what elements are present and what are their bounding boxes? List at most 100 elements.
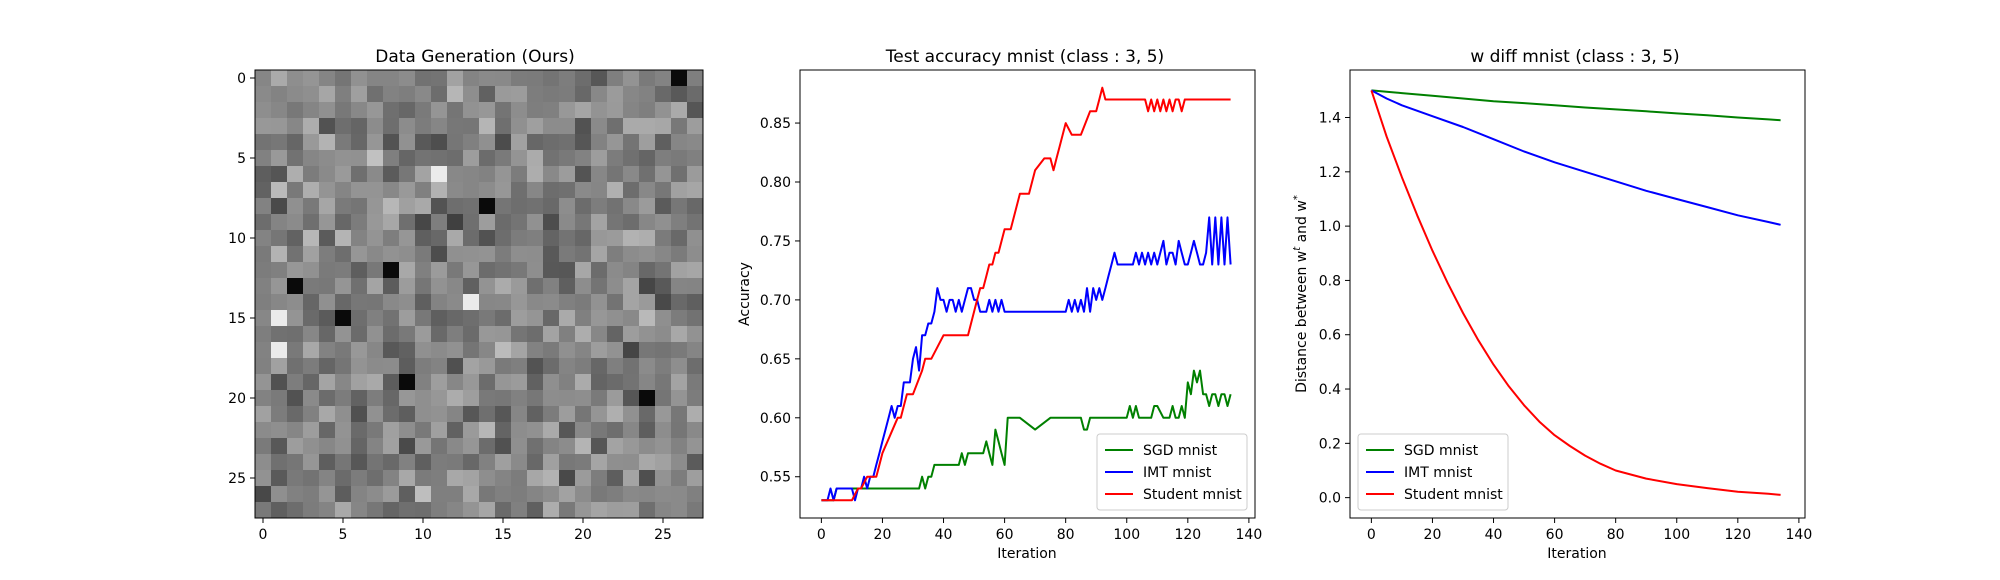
accuracy-legend: SGD mnist IMT mnist Student mnist [1096,433,1248,511]
heatmap-cell [351,470,368,487]
heatmap-cell [431,118,448,135]
heatmap-cell [271,182,288,199]
heatmap-cell [639,454,656,471]
heatmap-cell [687,150,704,167]
heatmap-cell [399,470,416,487]
heatmap-cell [623,230,640,247]
heatmap-cell [511,374,528,391]
heatmap-cell [431,390,448,407]
heatmap-cell [607,326,624,343]
heatmap-cell [639,342,656,359]
heatmap-cell [655,342,672,359]
heatmap-cell [511,438,528,455]
heatmap-cell [575,134,592,151]
heatmap-cell [575,422,592,439]
heatmap-cell [575,214,592,231]
heatmap-cell [591,182,608,199]
heatmap-cell [335,294,352,311]
heatmap-cell [623,134,640,151]
heatmap-cell [559,86,576,103]
heatmap-cell [607,294,624,311]
heatmap-cell [335,326,352,343]
heatmap-cell [399,182,416,199]
heatmap-cell [607,150,624,167]
heatmap-cell [687,470,704,487]
heatmap-cell [671,374,688,391]
heatmap-cell [431,214,448,231]
heatmap-cell [687,166,704,183]
heatmap-cell [447,134,464,151]
heatmap-cell [607,502,624,519]
heatmap-cell [415,438,432,455]
heatmap-cell [463,342,480,359]
heatmap-cell [367,374,384,391]
heatmap-cell [303,390,320,407]
heatmap-cell [287,438,304,455]
xtick-label: 100 [1663,527,1690,543]
heatmap-cell [319,198,336,215]
heatmap-cell [415,470,432,487]
heatmap-cell [511,470,528,487]
heatmap-cell [639,134,656,151]
heatmap-cell [367,278,384,295]
heatmap-cell [271,214,288,231]
heatmap-cell [319,70,336,87]
heatmap-cell [335,118,352,135]
heatmap-cell [415,102,432,119]
heatmap-cell [479,294,496,311]
heatmap-cell [383,150,400,167]
heatmap-cell [463,182,480,199]
wdiff-ylabel: Distance between wt and w* [1292,195,1310,393]
heatmap-cell [271,246,288,263]
heatmap-cell [639,310,656,327]
heatmap-cell [335,390,352,407]
xtick-label: 60 [1546,527,1564,543]
heatmap-cell [351,438,368,455]
heatmap-cell [623,502,640,519]
heatmap-cell [479,390,496,407]
heatmap-cell [431,134,448,151]
heatmap-cell [623,406,640,423]
heatmap-cell [543,86,560,103]
heatmap-cell [543,342,560,359]
heatmap-cell [367,102,384,119]
heatmap-cell [335,342,352,359]
heatmap-cell [399,502,416,519]
heatmap-cell [271,502,288,519]
heatmap-cell [287,166,304,183]
heatmap-cell [463,326,480,343]
heatmap-cell [575,150,592,167]
heatmap-cell [303,358,320,375]
heatmap-cell [399,374,416,391]
heatmap-cell [479,486,496,503]
heatmap-cell [687,118,704,135]
accuracy-frame [799,69,1256,519]
series-line-imt-mnist [821,216,1232,502]
heatmap-cell [495,502,512,519]
heatmap-cell [319,86,336,103]
heatmap-cell [543,166,560,183]
heatmap-cell [687,278,704,295]
heatmap-cell [687,134,704,151]
heatmap-cell [511,86,528,103]
heatmap-cell [671,70,688,87]
heatmap-cell [255,438,272,455]
heatmap-cell [687,230,704,247]
heatmap-cell [303,422,320,439]
heatmap-cell [607,342,624,359]
heatmap-cell [655,102,672,119]
heatmap-cell [527,502,544,519]
heatmap-cell [655,70,672,87]
heatmap-cell [431,294,448,311]
heatmap-cell [335,438,352,455]
xtick-label: 0 [817,527,826,543]
heatmap-cell [463,358,480,375]
heatmap-cell [591,486,608,503]
heatmap-cell [687,294,704,311]
heatmap-cell [655,294,672,311]
heatmap-cell [511,214,528,231]
heatmap-cell [591,310,608,327]
heatmap-cell [655,310,672,327]
heatmap-cell [607,374,624,391]
heatmap-cell [383,246,400,263]
